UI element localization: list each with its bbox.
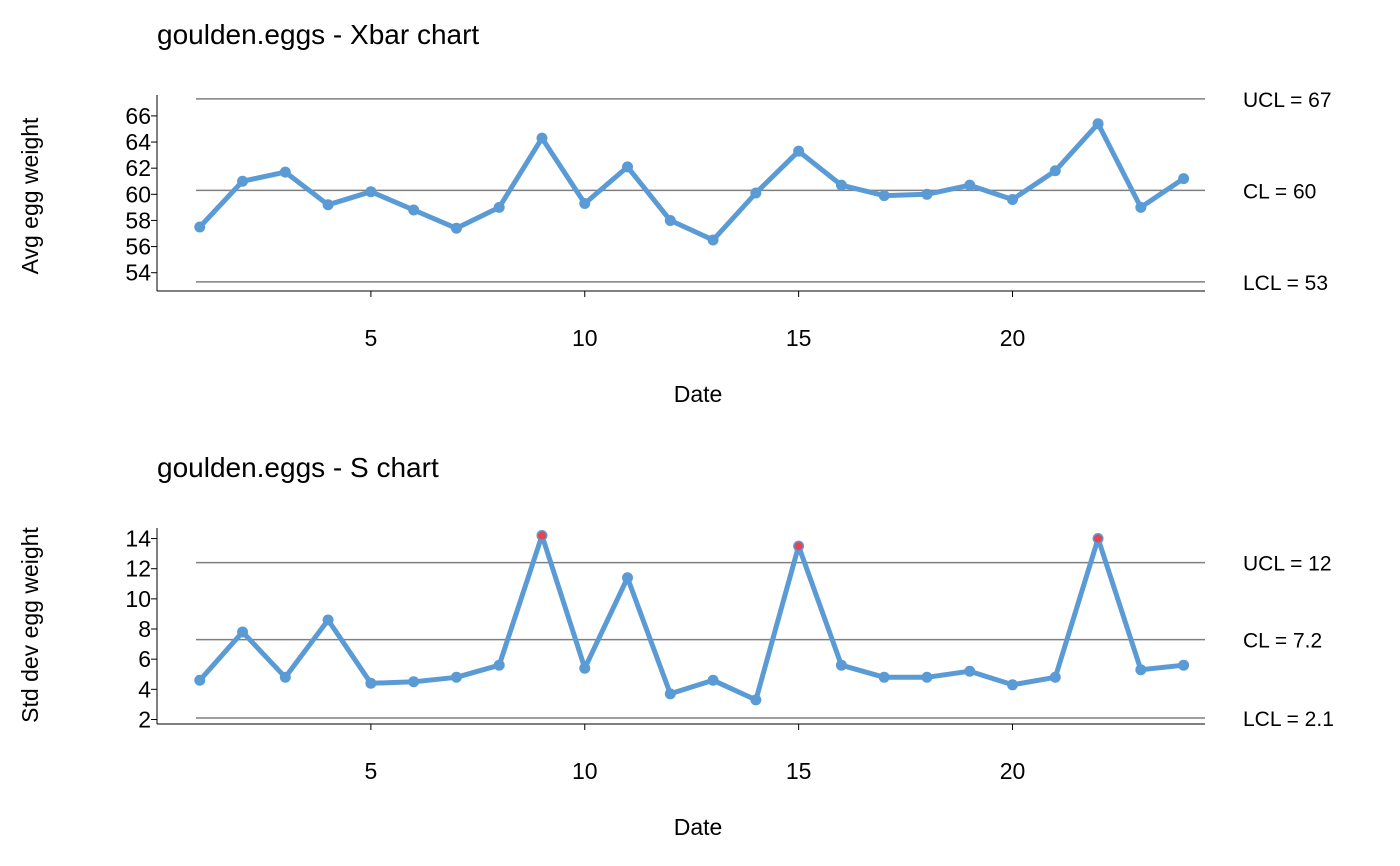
chart-title: goulden.eggs - S chart xyxy=(157,452,439,483)
data-point xyxy=(1049,165,1061,177)
data-point xyxy=(493,201,505,213)
x-axis-label: Date xyxy=(674,381,723,407)
data-point xyxy=(322,199,334,211)
data-point xyxy=(964,665,976,677)
data-point xyxy=(878,671,890,683)
violation-point xyxy=(537,531,546,540)
data-point xyxy=(664,214,676,226)
data-point xyxy=(194,674,206,686)
data-point xyxy=(835,179,847,191)
data-point xyxy=(194,221,206,233)
data-point xyxy=(493,659,505,671)
data-point xyxy=(450,671,462,683)
control-limit-label: UCL = 67 xyxy=(1243,89,1332,112)
data-point xyxy=(622,572,634,584)
y-axis-label: Std dev egg weight xyxy=(17,527,43,723)
x-tick-label: 15 xyxy=(786,758,812,784)
y-tick-label: 8 xyxy=(138,616,151,642)
x-tick-label: 5 xyxy=(364,758,377,784)
s-chart-panel: goulden.eggs - S chart Date Std dev egg … xyxy=(17,452,1334,840)
x-tick-label: 10 xyxy=(572,758,598,784)
data-point xyxy=(237,626,249,638)
data-point xyxy=(1135,201,1147,213)
chart-title: goulden.eggs - Xbar chart xyxy=(157,19,479,50)
x-tick-label: 20 xyxy=(1000,325,1026,351)
x-tick-label: 15 xyxy=(786,325,812,351)
data-point xyxy=(322,614,334,626)
data-point xyxy=(1092,118,1104,130)
y-tick-label: 12 xyxy=(125,556,151,582)
data-point xyxy=(835,659,847,671)
data-point xyxy=(237,175,249,187)
data-point xyxy=(279,166,291,178)
data-point xyxy=(622,161,634,173)
y-tick-label: 6 xyxy=(138,646,151,672)
data-point xyxy=(1007,679,1019,691)
y-tick-label: 62 xyxy=(125,155,151,181)
data-point xyxy=(579,197,591,209)
y-tick-label: 60 xyxy=(125,181,151,207)
y-tick-label: 64 xyxy=(125,129,151,155)
data-point xyxy=(1007,194,1019,206)
y-tick-label: 66 xyxy=(125,103,151,129)
violation-point xyxy=(1094,534,1103,543)
data-point xyxy=(1178,659,1190,671)
y-tick-label: 4 xyxy=(138,676,151,702)
control-limit-label: UCL = 12 xyxy=(1243,553,1332,576)
data-point xyxy=(921,188,933,200)
data-point xyxy=(878,190,890,202)
x-axis-label: Date xyxy=(674,814,723,840)
data-point xyxy=(1135,664,1147,676)
data-point xyxy=(279,671,291,683)
data-point xyxy=(707,234,719,246)
y-tick-label: 14 xyxy=(125,526,151,552)
data-point xyxy=(1178,173,1190,185)
data-point xyxy=(750,694,762,706)
y-tick-label: 2 xyxy=(138,706,151,732)
data-point xyxy=(365,677,377,689)
data-point xyxy=(536,132,548,144)
data-point xyxy=(707,674,719,686)
data-point xyxy=(750,187,762,199)
x-tick-label: 5 xyxy=(364,325,377,351)
control-limit-label: CL = 60 xyxy=(1243,180,1316,203)
control-limit-label: LCL = 53 xyxy=(1243,272,1328,295)
control-limit-label: CL = 7.2 xyxy=(1243,630,1322,653)
data-point xyxy=(450,222,462,234)
y-axis-label: Avg egg weight xyxy=(17,117,43,274)
series-line xyxy=(197,533,1187,703)
data-point xyxy=(964,179,976,191)
data-point xyxy=(793,145,805,157)
y-tick-label: 56 xyxy=(125,234,151,260)
control-limit-label: LCL = 2.1 xyxy=(1243,708,1334,731)
x-tick-label: 20 xyxy=(1000,758,1026,784)
data-point xyxy=(408,204,420,216)
y-tick-label: 58 xyxy=(125,207,151,233)
data-point xyxy=(579,662,591,674)
data-point xyxy=(664,688,676,700)
series-line xyxy=(197,121,1187,243)
data-point xyxy=(408,676,420,688)
data-point xyxy=(921,671,933,683)
data-point xyxy=(365,186,377,198)
xbar-chart-panel: goulden.eggs - Xbar chart Date Avg egg w… xyxy=(17,19,1332,407)
y-tick-label: 54 xyxy=(125,260,151,286)
y-tick-label: 10 xyxy=(125,586,151,612)
violation-point xyxy=(794,542,803,551)
data-point xyxy=(1049,671,1061,683)
x-tick-label: 10 xyxy=(572,325,598,351)
